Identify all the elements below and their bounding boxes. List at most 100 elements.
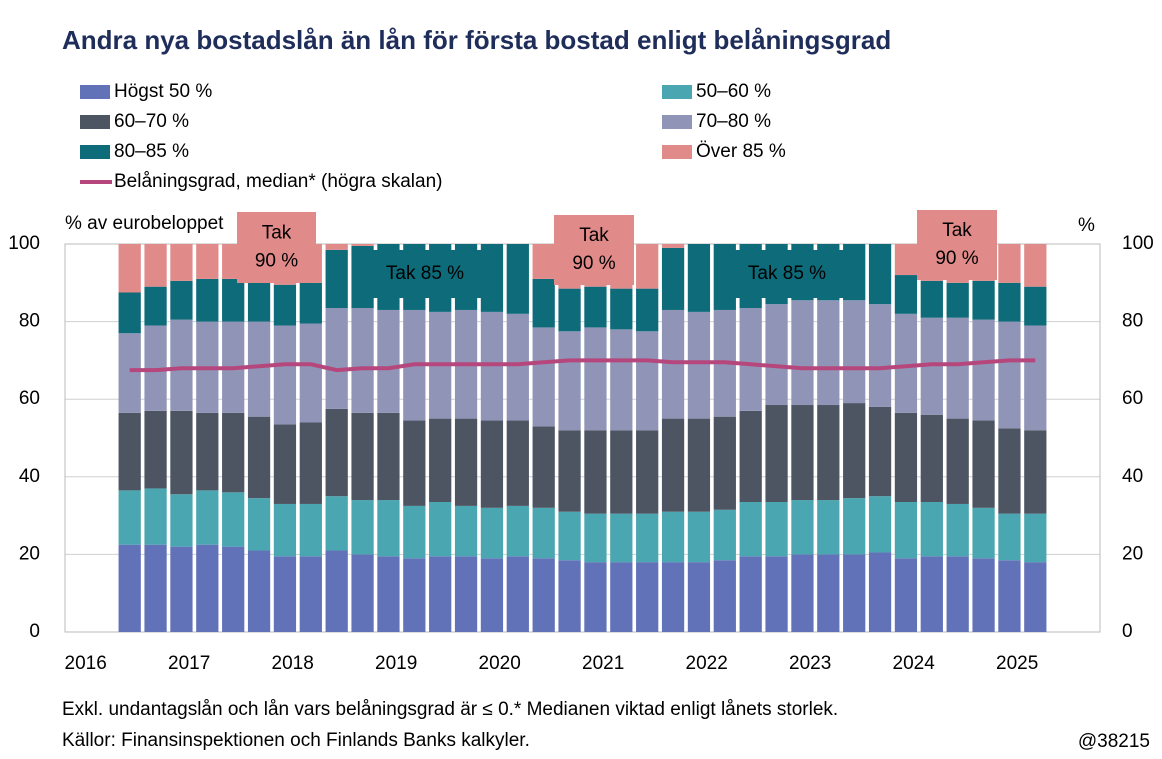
bar-segment — [144, 410, 167, 489]
bar-segment — [584, 327, 607, 431]
bar-segment — [196, 278, 219, 322]
bar-segment — [998, 560, 1021, 632]
bar-segment — [998, 513, 1021, 561]
bar-segment — [765, 502, 788, 557]
bar-segment — [118, 544, 141, 632]
bar-segment — [532, 244, 555, 279]
bar-segment — [868, 304, 892, 407]
bar-segment — [843, 498, 866, 555]
bar-segment — [506, 420, 529, 506]
bar-segment — [661, 244, 685, 248]
bar-segment — [636, 331, 659, 431]
bar-segment — [480, 558, 504, 632]
legend-swatch — [662, 145, 692, 159]
bar-segment — [325, 308, 348, 409]
bar-segment — [868, 552, 892, 632]
bar-segment — [273, 284, 297, 326]
bar-segment — [868, 406, 892, 497]
bar-segment — [920, 502, 943, 557]
plot-frame — [64, 243, 1101, 633]
bar-segment — [946, 282, 969, 318]
annotation-text: 90 % — [255, 251, 298, 272]
bar-segment — [506, 313, 529, 421]
bar-segment — [429, 418, 452, 503]
bar-segment — [636, 288, 659, 332]
bar-segment — [894, 412, 918, 503]
bar-segment — [817, 500, 840, 555]
bar-segment — [636, 244, 659, 289]
bar-segment — [843, 300, 866, 404]
annotation-text: Tak 85 % — [386, 263, 464, 284]
bar-segment — [843, 403, 866, 499]
bar-segment — [118, 490, 141, 545]
bar-segment — [584, 430, 607, 514]
bar-segment — [998, 244, 1021, 283]
legend-swatch — [80, 85, 110, 99]
bar-segment — [118, 333, 141, 413]
y2-tick-label: 80 — [1122, 311, 1143, 332]
bar-segment — [403, 420, 426, 506]
bar-segment — [661, 562, 685, 632]
y-tick-label: 100 — [8, 233, 40, 254]
bar-segment — [661, 418, 685, 512]
bar-segment — [739, 410, 762, 503]
bar-segment — [144, 244, 167, 287]
bar-segment — [920, 556, 943, 632]
annotation-box — [352, 250, 498, 298]
y-axis-label: % av eurobeloppet — [65, 213, 224, 234]
bar-segment — [247, 282, 271, 322]
x-tick-label: 2021 — [582, 653, 624, 674]
bar-segment — [765, 304, 788, 406]
bar-segment — [247, 498, 271, 551]
bar-segment — [920, 280, 943, 318]
bar-segment — [506, 556, 529, 632]
bar-segment — [998, 321, 1021, 429]
bar-segment — [843, 554, 866, 632]
bar-segment — [687, 244, 711, 312]
bar-segment — [325, 249, 348, 309]
bar-segment — [739, 308, 762, 411]
bar-segment — [661, 247, 685, 310]
x-tick-label: 2016 — [65, 653, 107, 674]
y-tick-label: 80 — [19, 311, 40, 332]
bar-segment — [894, 275, 918, 314]
bar-segment — [584, 513, 607, 563]
chart-title: Andra nya bostadslån än lån för första b… — [62, 25, 891, 55]
bar-segment — [558, 560, 581, 632]
x-tick-label: 2020 — [479, 653, 521, 674]
bar-segment — [480, 507, 504, 559]
bar-segment — [351, 412, 374, 501]
legend-swatch — [662, 115, 692, 129]
bar-segment — [894, 313, 918, 413]
bar-segment — [377, 500, 400, 557]
chart-code: @38215 — [1078, 731, 1150, 752]
bar-segment — [351, 554, 374, 632]
bar-segment — [454, 505, 478, 557]
bar-segment — [894, 244, 918, 276]
legend-swatch — [662, 85, 692, 99]
bar-segment — [920, 414, 943, 503]
bar-segment — [739, 502, 762, 557]
bar-segment — [610, 430, 633, 514]
bar-segment — [222, 412, 245, 493]
legend-label: Högst 50 % — [114, 81, 212, 102]
annotation-box — [237, 212, 316, 283]
bar-segment — [946, 556, 969, 632]
bar-segment — [868, 496, 892, 553]
median-line — [129, 358, 1036, 373]
bar-segment — [894, 558, 918, 632]
legend-label: 50–60 % — [696, 81, 771, 102]
note: Källor: Finansinspektionen och Finlands … — [62, 730, 530, 751]
bar-segment — [584, 286, 607, 328]
bar-segment — [894, 502, 918, 559]
bar-segment — [170, 244, 193, 281]
bar-segment — [1024, 513, 1047, 563]
y-tick-label: 20 — [19, 543, 40, 564]
bar-segment — [170, 280, 193, 320]
bar-segment — [506, 244, 529, 314]
x-tick-label: 2022 — [686, 653, 728, 674]
bar-segment — [791, 500, 814, 555]
annotation-text: 90 % — [935, 248, 978, 269]
y2-tick-label: 100 — [1122, 233, 1154, 254]
